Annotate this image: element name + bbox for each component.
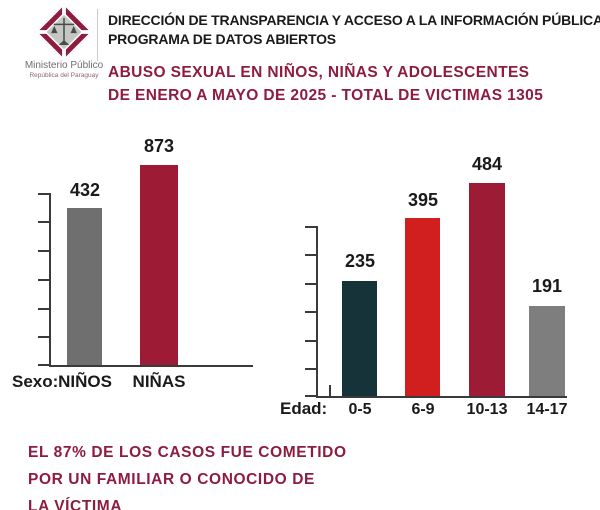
sex-chart-y-axis — [49, 193, 51, 366]
bar-age-10-13 — [469, 183, 505, 396]
value-label-ninas: 873 — [143, 136, 175, 156]
bar-ninos — [67, 208, 102, 365]
y-axis-tick — [38, 308, 50, 310]
value-label-14-17: 191 — [531, 276, 563, 296]
chart-title-line1: ABUSO SEXUAL EN NIÑOS, NIÑAS Y ADOLESCEN… — [108, 64, 530, 81]
sex-axis-title: Sexo: — [12, 372, 59, 391]
y-axis-tick — [38, 250, 50, 252]
category-label-14-17: 14-17 — [526, 401, 568, 418]
org-title-line1: DIRECCIÓN DE TRANSPARENCIA Y ACCESO A LA… — [108, 12, 600, 28]
value-label-6-9: 395 — [407, 190, 439, 210]
y-axis-tick — [305, 395, 317, 397]
value-label-ninos: 432 — [69, 180, 101, 200]
bar-age-14-17 — [529, 306, 565, 396]
footer-note-line1: EL 87% DE LOS CASOS FUE COMETIDO — [28, 444, 347, 461]
category-label-ninos: NIÑOS — [58, 372, 112, 391]
y-axis-tick — [38, 193, 50, 195]
age-axis-title: Edad: — [280, 399, 328, 418]
age-chart-y-axis — [316, 226, 318, 397]
category-label-0-5: 0-5 — [348, 401, 372, 418]
bar-age-0-5 — [342, 281, 377, 396]
category-label-ninas: NIÑAS — [132, 372, 186, 391]
category-label-6-9: 6-9 — [411, 401, 435, 418]
logo-subtitle: República del Paraguay — [29, 72, 99, 79]
y-axis-tick — [305, 254, 317, 256]
logo-name: Ministerio Público — [24, 60, 104, 71]
chart-title-line2: DE ENERO A MAYO DE 2025 - TOTAL DE VICTI… — [108, 87, 544, 104]
x-axis-minor-tick — [329, 385, 331, 396]
y-axis-tick — [305, 368, 317, 370]
sex-chart-x-axis — [49, 365, 253, 367]
footer-note-line3: LA VÍCTIMA — [28, 498, 123, 510]
footer-note-line2: POR UN FAMILIAR O CONOCIDO DE — [28, 471, 315, 488]
y-axis-tick — [38, 279, 50, 281]
scales-of-justice-icon — [37, 5, 91, 59]
ministerio-publico-logo: Ministerio Público República del Paragua… — [22, 5, 106, 79]
y-axis-tick — [38, 221, 50, 223]
y-axis-tick — [305, 340, 317, 342]
y-axis-tick — [38, 364, 50, 366]
header-divider — [97, 9, 98, 61]
y-axis-tick — [38, 336, 50, 338]
value-label-0-5: 235 — [344, 251, 376, 271]
age-chart-x-axis — [316, 396, 567, 398]
value-label-10-13: 484 — [471, 154, 503, 174]
bar-age-6-9 — [405, 218, 440, 396]
org-title-line2: PROGRAMA DE DATOS ABIERTOS — [108, 31, 336, 47]
y-axis-tick — [305, 311, 317, 313]
y-axis-tick — [305, 226, 317, 228]
category-label-10-13: 10-13 — [466, 401, 508, 418]
y-axis-tick — [305, 283, 317, 285]
bar-ninas — [140, 165, 178, 365]
